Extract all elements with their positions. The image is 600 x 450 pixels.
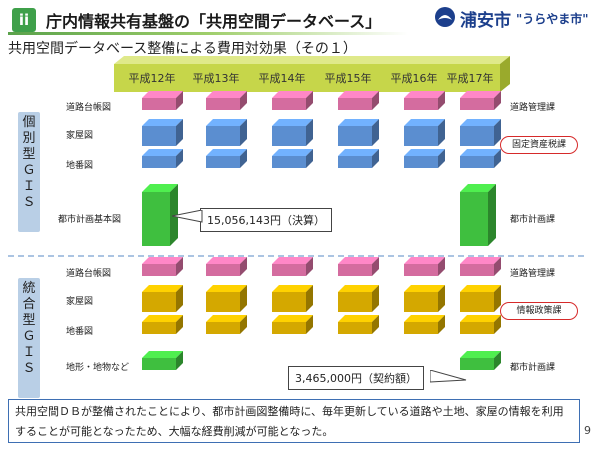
year-label: 平成13年 [192,72,240,85]
year-label: 平成15年 [324,72,372,85]
data-cube [460,119,501,146]
data-cube [338,285,379,312]
row-label: 道路台帳図 [66,269,112,279]
data-cube [272,285,313,312]
data-cube [404,315,445,334]
side-label-char: 別 [22,131,36,146]
side-label-box [18,112,40,232]
side-label-char: Ｇ [22,163,36,178]
data-cube [460,315,501,334]
data-cube [460,149,501,168]
data-cube [404,149,445,168]
data-cube [142,351,183,370]
data-cube [272,257,313,276]
side-label-char: 合 [22,297,36,312]
data-cube [142,315,183,334]
year-bar [114,56,510,92]
row-label: 地番図 [66,161,94,171]
department-label: 都市計画課 [510,363,556,373]
title-underline [8,32,408,35]
slide-subtitle: 共用空間データベース整備による費用対効果（その１） [8,41,357,57]
callout-pointer [172,210,203,223]
year-label: 平成16年 [390,72,438,85]
data-cube [404,119,445,146]
data-cube [206,285,247,312]
data-cube [460,91,501,110]
year-label: 平成17年 [446,72,494,85]
section-divider [8,255,588,257]
city-logo-sub: "うらやま市" [516,12,589,26]
data-cube [272,315,313,334]
data-cube [460,257,501,276]
side-label-char: Ｇ [22,329,36,344]
data-cube [142,285,183,312]
row-label: 家屋図 [66,131,94,141]
page-number: 9 [584,424,591,437]
data-cube [338,91,379,110]
data-cube [142,91,183,110]
side-label-char: 統 [22,281,36,296]
side-label-char: Ｉ [22,345,36,360]
city-logo-text: 浦安市 [460,11,511,31]
department-label: 都市計画課 [510,215,556,225]
data-cube [142,184,178,246]
data-cube [206,119,247,146]
data-cube [142,149,183,168]
department-label: 道路管理課 [510,269,556,279]
data-cube [404,285,445,312]
highlight-oval: 情報政策課 [500,302,578,320]
data-cube [404,91,445,110]
summary-box: 共用空間ＤＢが整備されたことにより、都市計画図整備時に、毎年更新している道路や土… [8,399,580,443]
highlight-oval: 固定資産税課 [500,136,578,154]
row-label: 道路台帳図 [66,103,112,113]
data-cube [206,315,247,334]
data-cube [206,257,247,276]
side-label-char: Ｉ [22,179,36,194]
data-cube [338,149,379,168]
data-cube [404,257,445,276]
row-label: 地形・地物など [66,363,130,373]
row-label: 地番図 [66,327,94,337]
data-cube [338,315,379,334]
side-label-char: 型 [22,147,36,162]
data-cube [460,184,496,246]
row-label: 家屋図 [66,297,94,307]
cost-callout: 3,465,000円（契約額） [288,366,424,390]
side-label-char: Ｓ [22,361,36,376]
data-cube [460,351,501,370]
department-label: 道路管理課 [510,103,556,113]
data-cube [272,149,313,168]
city-logo-icon [435,7,455,27]
row-label: 都市計画基本図 [58,215,122,225]
data-cube [338,119,379,146]
side-label-char: Ｓ [22,195,36,210]
data-cube [272,119,313,146]
data-cube [142,257,183,276]
year-label: 平成14年 [258,72,306,85]
data-cube [206,91,247,110]
page-title: 庁内情報共有基盤の「共用空間データベース」 [46,12,382,31]
data-cube [338,257,379,276]
data-cube [460,285,501,312]
callout-pointer [430,370,467,383]
side-label-char: 個 [22,115,36,130]
title-mark: ii [12,8,36,32]
data-cube [142,119,183,146]
year-label: 平成12年 [128,72,176,85]
side-label-char: 型 [22,313,36,328]
cost-callout: 15,056,143円（決算） [200,208,332,232]
data-cube [272,91,313,110]
side-label-box [18,278,40,398]
data-cube [206,149,247,168]
